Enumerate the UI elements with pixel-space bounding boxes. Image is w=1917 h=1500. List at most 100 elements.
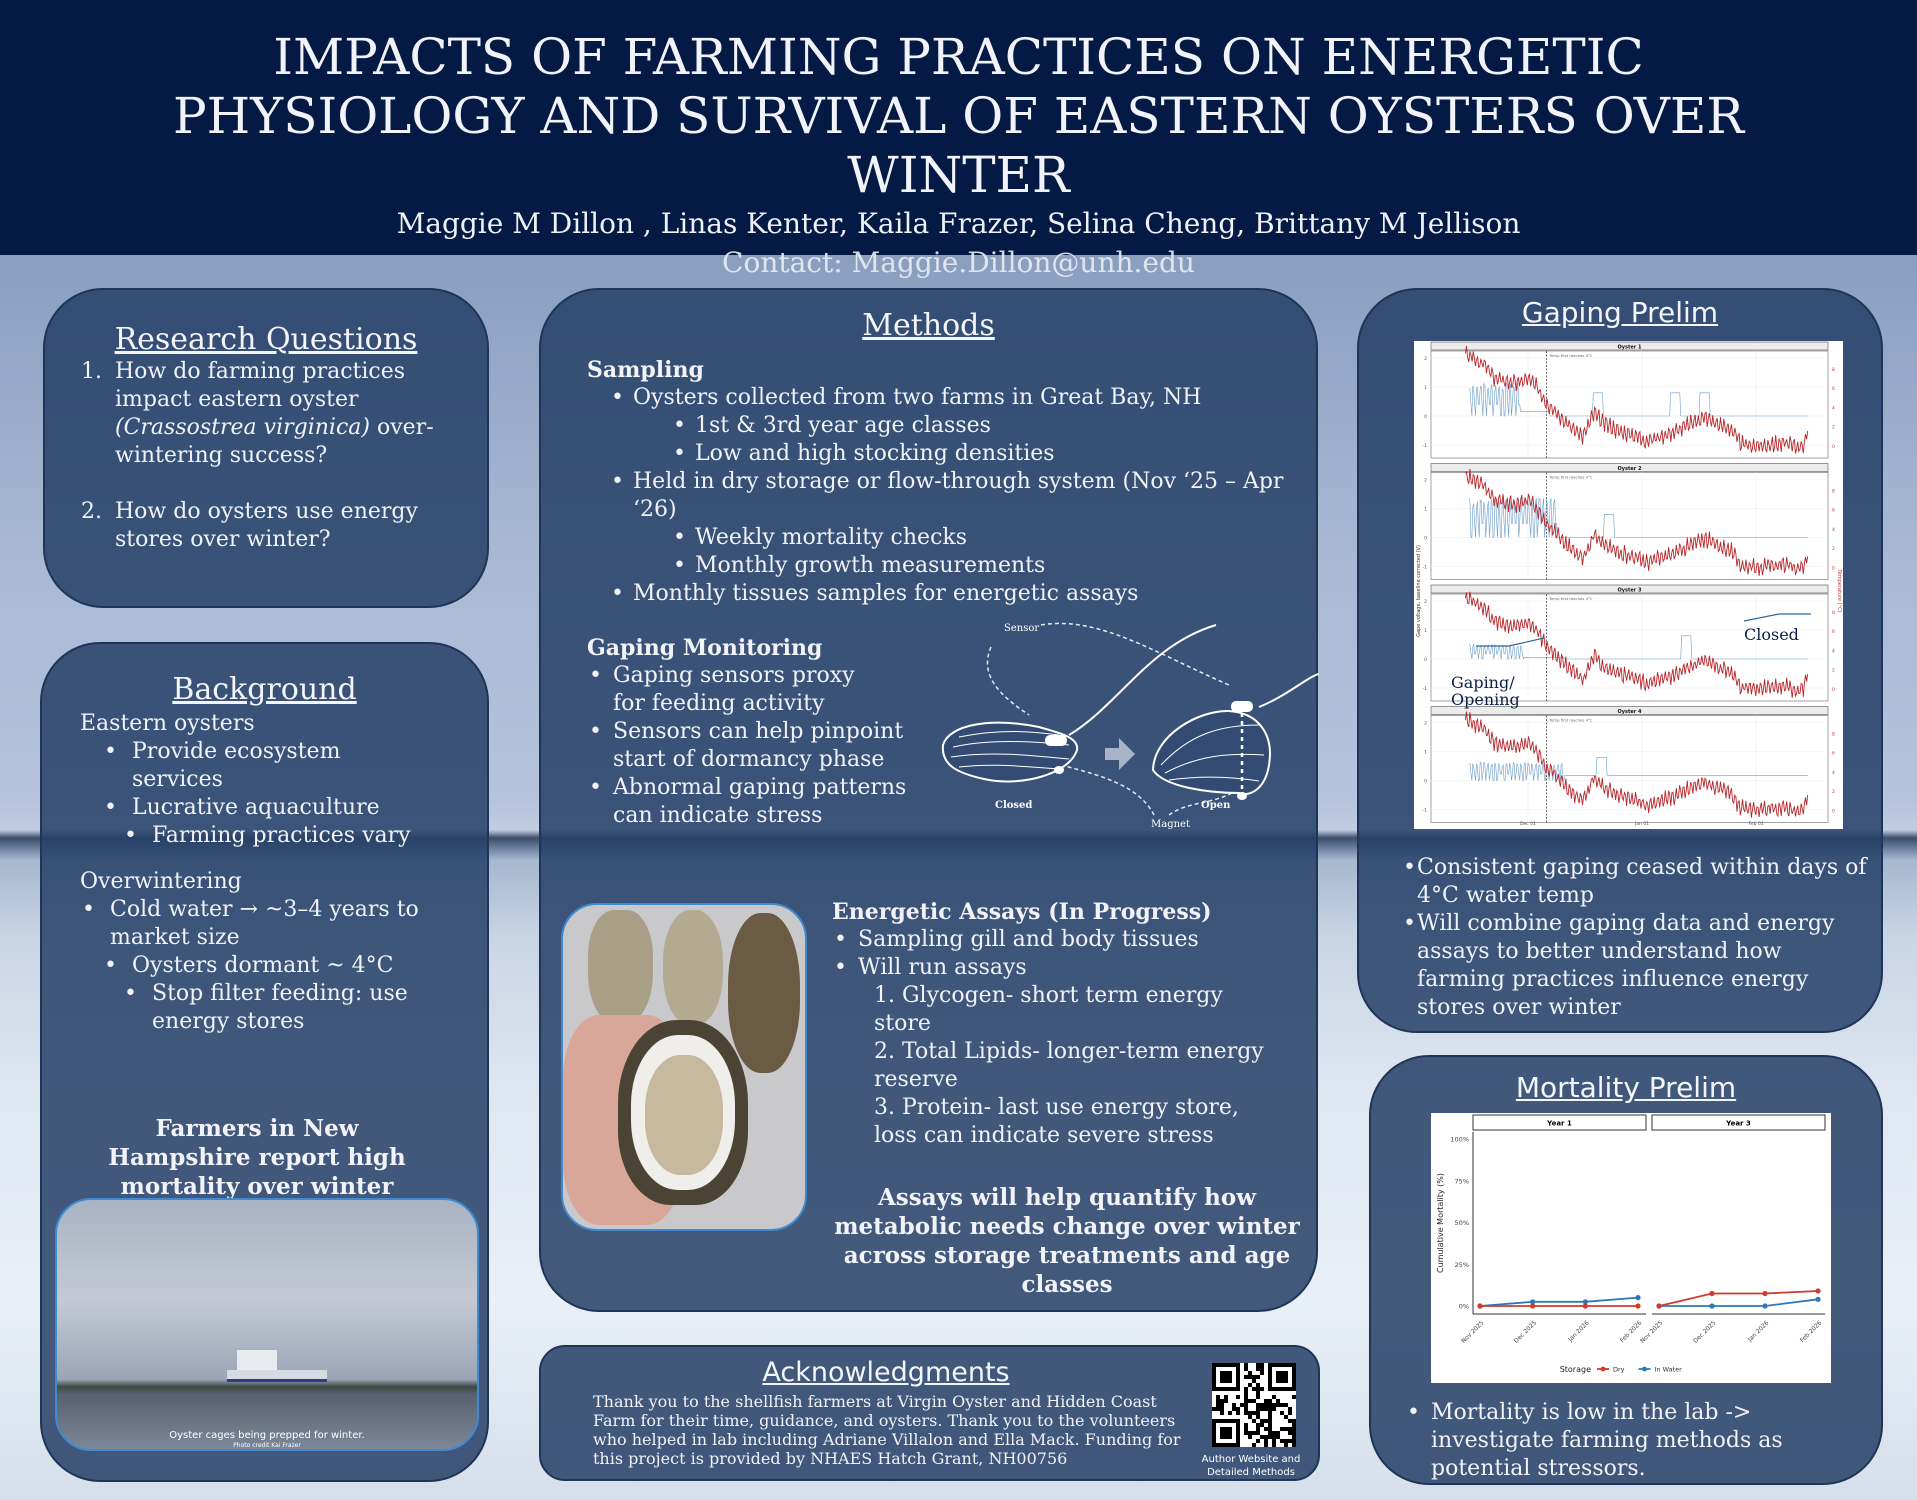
methods-panel: Methods Sampling Oysters collected from … (539, 288, 1319, 1312)
y-right-tick-label: 4 (1832, 770, 1835, 776)
qr-module (1272, 1443, 1276, 1447)
qr-module (1216, 1407, 1220, 1411)
y-tick-label: 0 (1424, 536, 1427, 542)
data-point (1530, 1299, 1536, 1305)
qr-module (1256, 1439, 1260, 1443)
photo-credit: Photo credit Kai Frazer (233, 1442, 301, 1449)
qr-module (1244, 1395, 1248, 1399)
qr-module (1276, 1435, 1280, 1439)
assays-summary: Assays will help quantify how metabolic … (834, 1184, 1300, 1298)
qr-module (1232, 1403, 1236, 1407)
qr-code[interactable] (1212, 1363, 1296, 1447)
y-axis-label: Cumulative Mortality (%) (1436, 1173, 1445, 1273)
assay-list-item: 3. Protein- last use energy store, loss … (874, 1095, 1239, 1148)
y-tick-label: -1 (1423, 808, 1428, 814)
qr-module (1264, 1419, 1268, 1423)
poster-title: IMPACTS OF FARMING PRACTICES ON ENERGETI… (0, 28, 1917, 205)
magnet-arrow (1168, 786, 1242, 816)
methods-item: Held in dry storage or flow-through syst… (609, 468, 1289, 524)
qr-module (1260, 1363, 1264, 1367)
temperature-series-line (1464, 345, 1809, 454)
oyster-cages-photo: Oyster cages being prepped for winter. P… (55, 1198, 479, 1451)
data-point (1815, 1288, 1821, 1294)
y-axis-label: Gape voltage, baseline corrected (V) (1416, 545, 1422, 637)
qr-module (1264, 1435, 1268, 1439)
y-tick-label: 1 (1424, 750, 1427, 756)
qr-module (1252, 1399, 1256, 1403)
qr-module (1244, 1391, 1248, 1395)
y-right-tick-label: 2 (1832, 546, 1835, 552)
methods-item: Abnormal gaping patterns can indicate st… (587, 774, 927, 830)
y-right-tick-label: 6 (1832, 629, 1835, 635)
y-right-tick-label: 4 (1832, 527, 1835, 533)
x-tick-label: Jan 2026 (1746, 1319, 1770, 1343)
facet-strip (1430, 706, 1829, 715)
qr-module (1260, 1435, 1264, 1439)
qr-module (1256, 1415, 1260, 1419)
qr-module (1236, 1395, 1240, 1399)
qr-module (1244, 1375, 1248, 1379)
qr-module (1272, 1435, 1276, 1439)
y-tick-label: 1 (1424, 385, 1427, 391)
qr-finder (1276, 1371, 1288, 1383)
qr-module (1260, 1367, 1264, 1371)
qr-module (1284, 1443, 1288, 1447)
qr-module (1268, 1403, 1272, 1407)
y-tick-label: 100% (1450, 1136, 1469, 1144)
arrow-right-icon (1105, 738, 1135, 770)
y-right-tick-label: 6 (1832, 386, 1835, 392)
gaping-sensor-diagram: Sensor Magnet Closed Open (941, 622, 1319, 830)
y-tick-label: -1 (1423, 443, 1428, 449)
qr-module (1280, 1403, 1284, 1407)
qr-module (1248, 1371, 1252, 1375)
qr-module (1256, 1391, 1260, 1395)
temperature-series-line (1464, 591, 1809, 698)
qr-module (1288, 1427, 1292, 1431)
qr-module (1220, 1399, 1224, 1403)
methods-item: Monthly tissues samples for energetic as… (609, 580, 1307, 608)
data-point (1762, 1290, 1768, 1297)
mortality-callout: Farmers in New Hampshire report high mor… (108, 1115, 406, 1200)
qr-module (1260, 1407, 1264, 1411)
qr-module (1292, 1427, 1296, 1431)
qr-module (1280, 1439, 1284, 1443)
qr-module (1256, 1363, 1260, 1367)
qr-module (1260, 1387, 1264, 1391)
qr-module (1256, 1411, 1260, 1415)
qr-module (1292, 1419, 1296, 1423)
qr-module (1236, 1411, 1240, 1415)
qr-finder (1220, 1427, 1232, 1439)
qr-module (1260, 1371, 1264, 1375)
y-tick-label: 0% (1459, 1303, 1469, 1311)
energetic-assays-heading: Energetic Assays (In Progress) (832, 899, 1212, 925)
qr-module (1288, 1411, 1292, 1415)
qr-module (1244, 1407, 1248, 1411)
legend-label: In Water (1655, 1366, 1683, 1374)
x-tick-label: Nov 2025 (1460, 1319, 1486, 1345)
qr-module (1292, 1443, 1296, 1447)
research-questions-panel: Research Questions 1. How do farming pra… (43, 288, 489, 608)
qr-module (1264, 1403, 1268, 1407)
eastern-oysters-heading: Eastern oysters (80, 711, 255, 736)
y-right-tick-label: 0 (1832, 566, 1835, 572)
x-tick-label: Dec 01 (1520, 821, 1536, 827)
qr-module (1260, 1419, 1264, 1423)
qr-module (1260, 1403, 1264, 1407)
x-tick-label: Jan 01 (1634, 821, 1649, 827)
y-right-tick-label: 0 (1832, 444, 1835, 450)
y-tick-label: 2 (1424, 478, 1427, 484)
y-right-tick-label: 8 (1832, 610, 1835, 616)
qr-module (1256, 1427, 1260, 1431)
qr-module (1280, 1427, 1284, 1431)
data-point (1582, 1299, 1588, 1305)
data-point (1656, 1303, 1662, 1309)
contact-email[interactable]: Contact: Maggie.Dillon@unh.edu (722, 246, 1195, 279)
qr-module (1220, 1403, 1224, 1407)
facet-strip (1430, 584, 1829, 594)
boat-cabin (237, 1350, 277, 1372)
qr-module (1268, 1415, 1272, 1419)
qr-module (1276, 1399, 1280, 1403)
qr-module (1284, 1439, 1288, 1443)
qr-module (1288, 1431, 1292, 1435)
qr-module (1292, 1439, 1296, 1443)
